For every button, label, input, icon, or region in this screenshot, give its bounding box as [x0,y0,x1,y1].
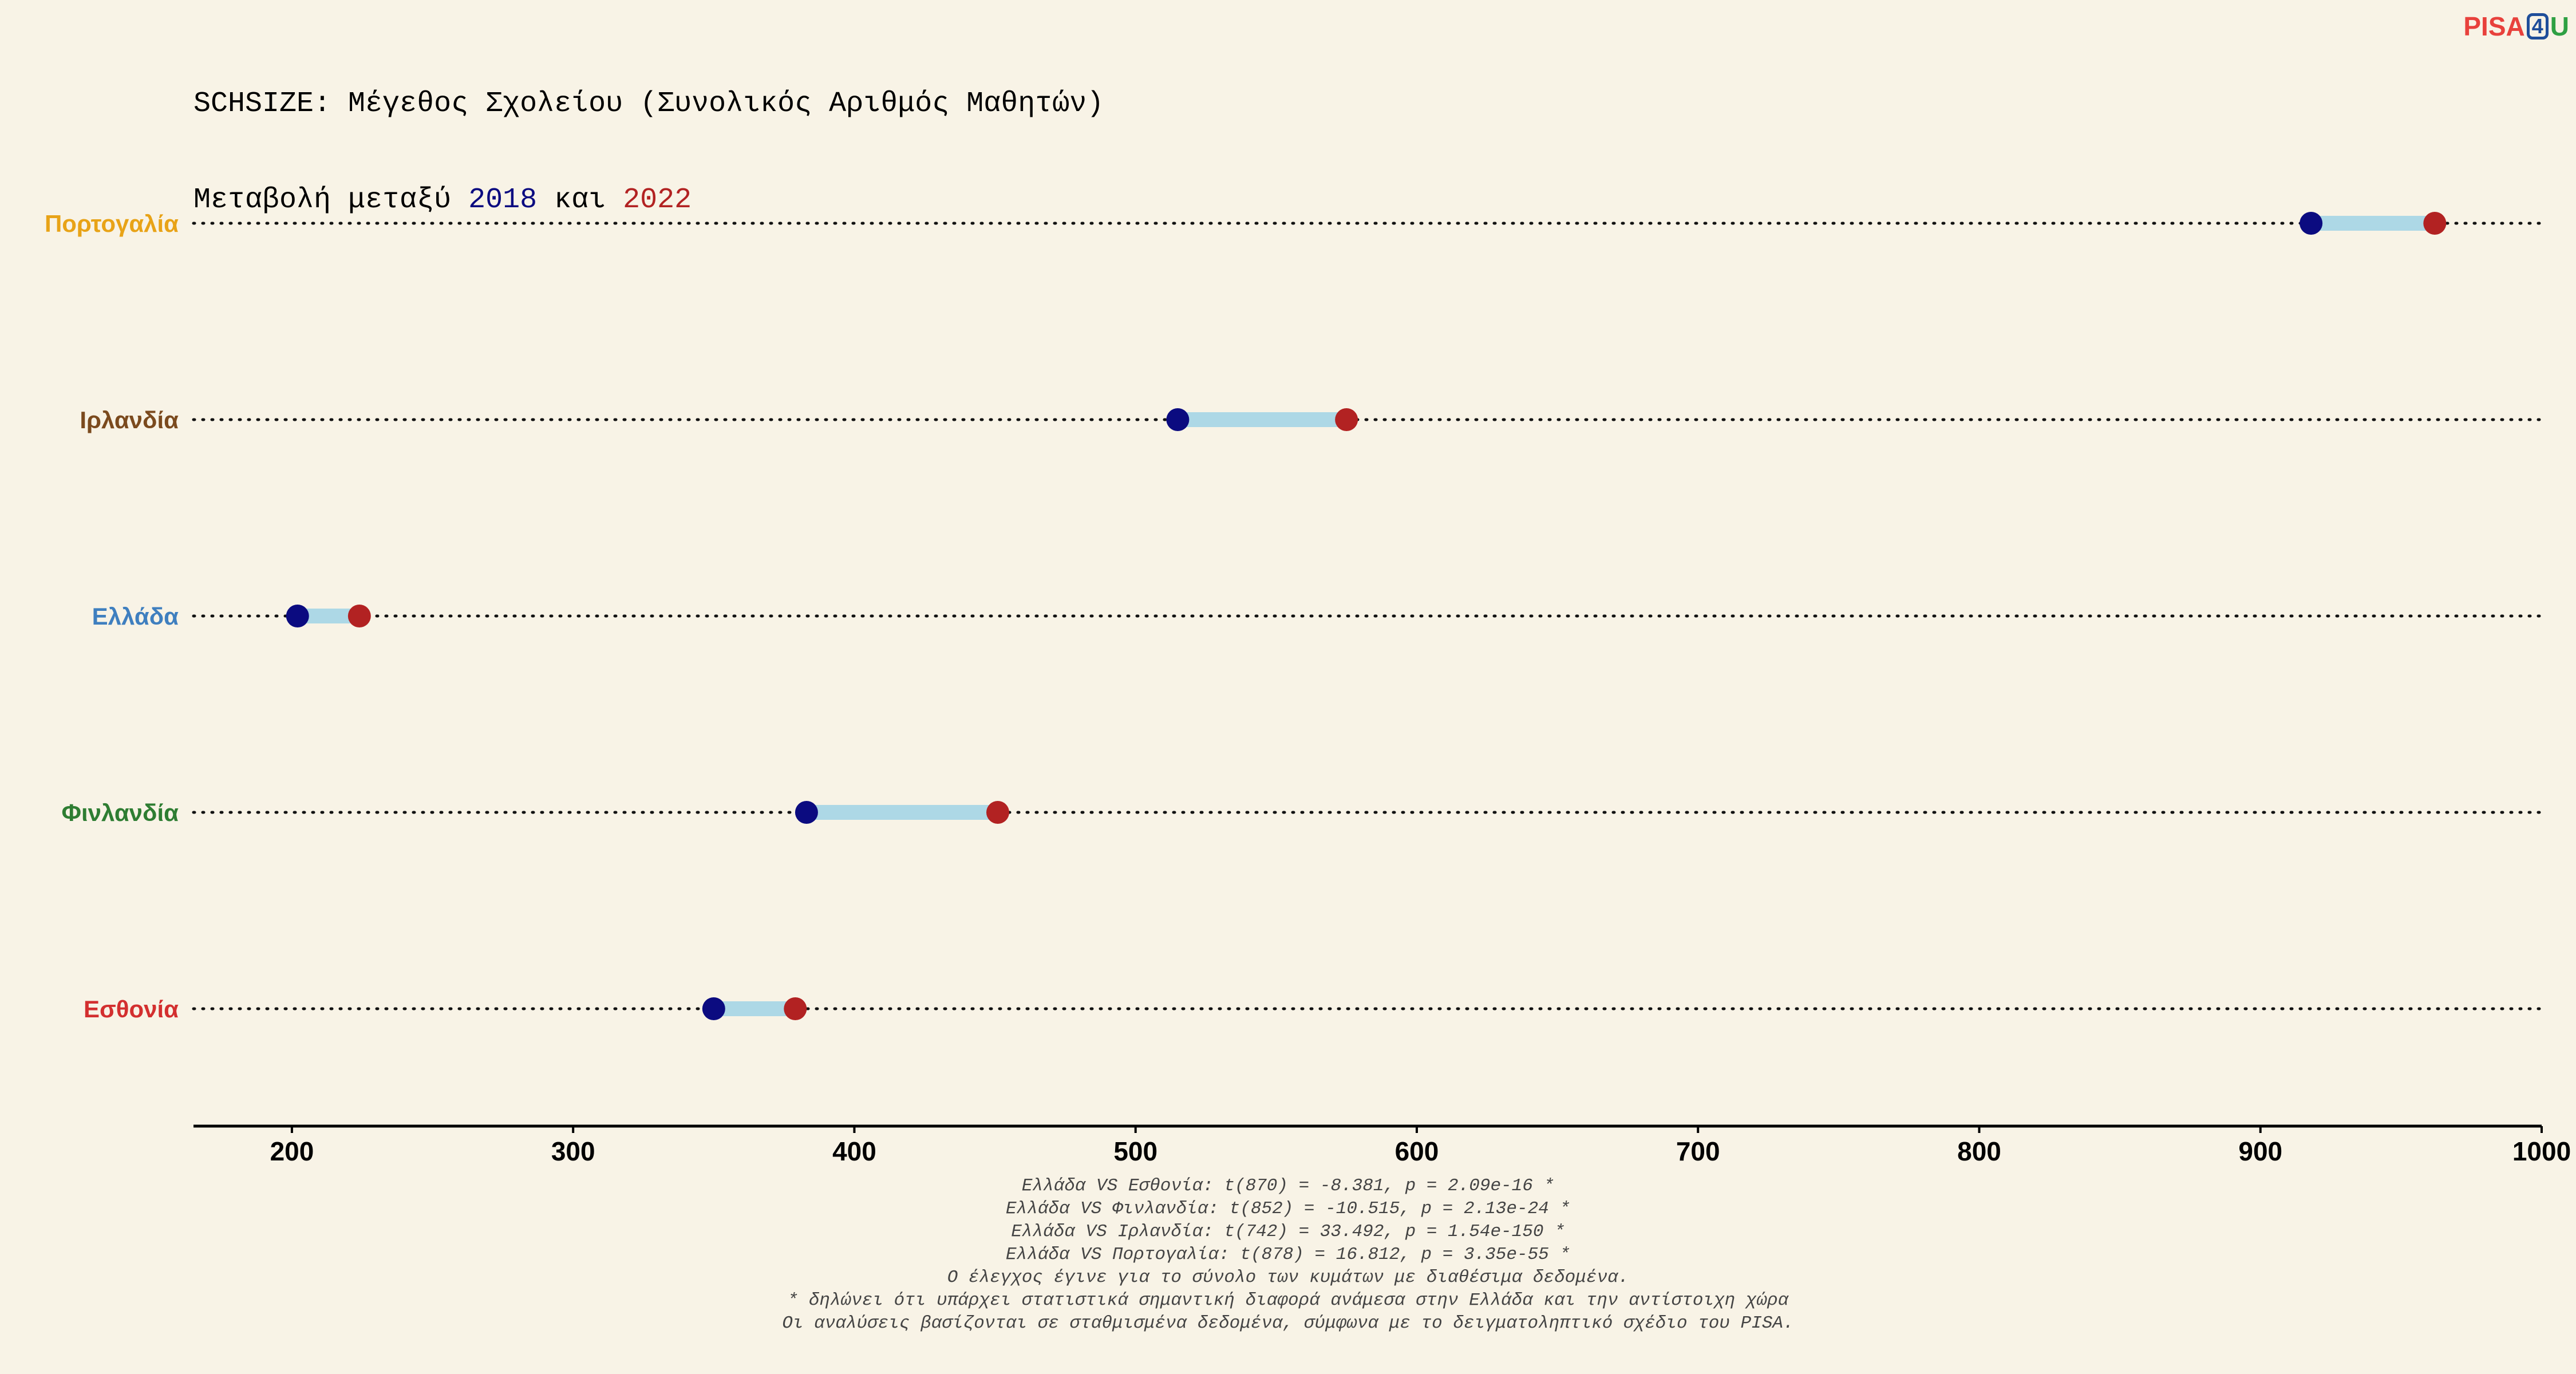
footnote-line: Ελλάδα VS Πορτογαλία: t(878) = 16.812, p… [1006,1245,1570,1265]
x-tick-label: 900 [2238,1136,2282,1166]
point-2022 [2423,212,2447,235]
point-2022 [784,997,807,1020]
point-2018 [286,605,309,627]
footnote-line: Ελλάδα VS Φινλανδία: t(852) = -10.515, p… [1006,1199,1570,1219]
country-label: Φινλανδία [62,799,179,826]
point-2018 [1166,408,1190,431]
footnotes: Ελλάδα VS Εσθονία: t(870) = -8.381, p = … [0,1175,2576,1335]
x-tick-label: 700 [1676,1136,1720,1166]
chart-title-line2: Μεταβολή μεταξύ 2018 και 2022 [193,184,1104,216]
logo-four-text: 4 [2526,13,2549,40]
logo-pisa-text: PISA [2463,11,2525,41]
title-prefix: Μεταβολή μεταξύ [193,184,469,216]
country-row: Εσθονία [84,996,2543,1022]
country-row: Φινλανδία [62,799,2543,826]
x-axis: 200 300 400 500 600 700 800 900 1000 [193,1124,2571,1166]
country-row: Ιρλανδία [80,406,2543,433]
x-tick-label: 200 [270,1136,314,1166]
point-2018 [795,801,818,824]
country-row: Ελλάδα [92,603,2543,630]
dumbbell-chart: Πορτογαλία Ιρλανδία Ελλάδα Φινλανδία Εσθονία… [45,210,2571,1166]
logo-u-text: U [2550,11,2569,41]
footnote-line: Ο έλεγχος έγινε για το σύνολο των κυμάτω… [947,1268,1629,1288]
country-label: Εσθονία [84,996,179,1022]
title-year-2018: 2018 [468,184,538,216]
country-row: Πορτογαλία [45,210,2543,237]
chart-title-line1: SCHSIZE: Μέγεθος Σχολείου (Συνολικός Αρι… [193,88,1104,120]
chart-title: SCHSIZE: Μέγεθος Σχολείου (Συνολικός Αρι… [193,24,1104,248]
country-label: Ιρλανδία [80,406,179,433]
x-tick-label: 300 [551,1136,595,1166]
title-year-2022: 2022 [623,184,692,216]
title-mid: και [537,184,623,216]
footnote-line: Ελλάδα VS Ιρλανδία: t(742) = 33.492, p =… [1011,1222,1565,1242]
point-2018 [2300,212,2323,235]
footnote-line: Ελλάδα VS Εσθονία: t(870) = -8.381, p = … [1021,1176,1555,1196]
footnote-line: * δηλώνει ότι υπάρχει στατιστικά σημαντι… [787,1290,1789,1310]
x-tick-label: 1000 [2512,1136,2571,1166]
chart-rows: Πορτογαλία Ιρλανδία Ελλάδα Φινλανδία Εσθονία [45,210,2543,1022]
point-2022 [1335,408,1358,431]
footnote-line: Οι αναλύσεις βασίζονται σε σταθμισμένα δ… [782,1313,1794,1333]
country-label: Πορτογαλία [45,210,179,237]
point-2022 [347,605,371,627]
x-tick-label: 500 [1113,1136,1157,1166]
country-label: Ελλάδα [92,603,179,630]
x-tick-label: 600 [1395,1136,1439,1166]
point-2022 [986,801,1009,824]
x-tick-label: 400 [832,1136,876,1166]
x-tick-label: 800 [1957,1136,2001,1166]
pisa4u-logo: PISA 4 U [2463,10,2569,42]
point-2018 [702,997,725,1020]
